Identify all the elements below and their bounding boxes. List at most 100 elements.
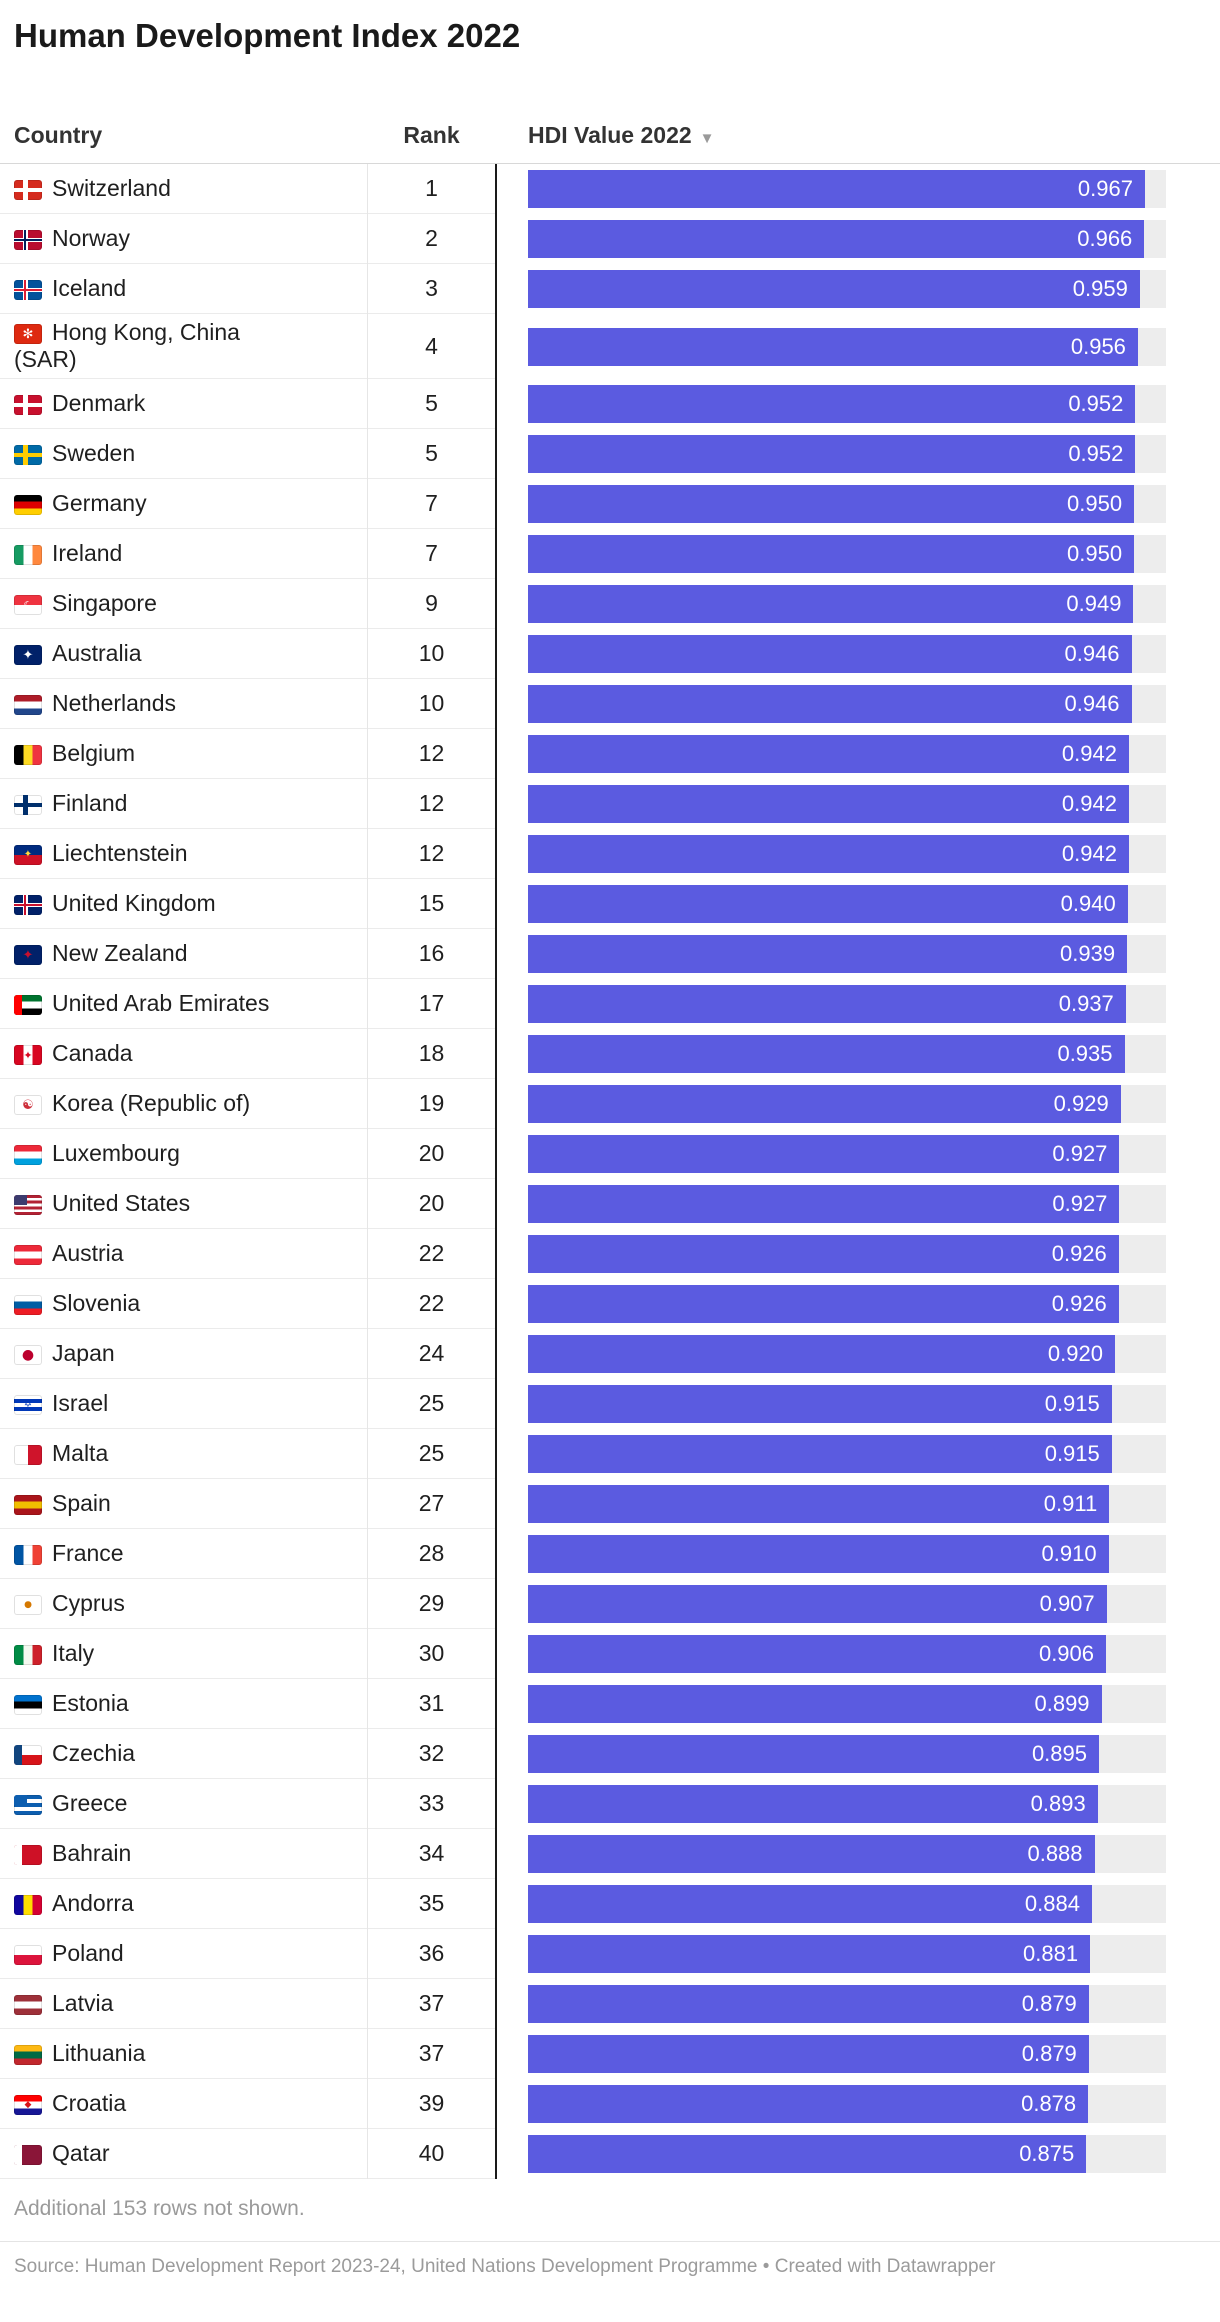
hdi-value-label: 0.935 xyxy=(1057,1041,1113,1066)
country-name: United Arab Emirates xyxy=(52,990,270,1016)
hdi-bar-track: 0.893 xyxy=(528,1785,1166,1823)
hdi-bar: 0.875 xyxy=(528,2135,1087,2173)
rank-cell: 35 xyxy=(418,1890,445,1916)
country-name: Andorra xyxy=(52,1890,134,1916)
rank-cell: 4 xyxy=(425,332,438,359)
rank-cell: 12 xyxy=(418,740,445,766)
country-name: Sweden xyxy=(52,440,136,466)
rank-cell: 31 xyxy=(418,1690,445,1716)
table-row: ✻ Hong Kong, China (SAR) 4 0.956 xyxy=(0,314,1220,379)
rank-cell: 9 xyxy=(425,590,438,616)
bar-cell: 0.926 xyxy=(496,1279,1220,1329)
hdi-bar: 0.910 xyxy=(528,1535,1109,1573)
country-name: Korea (Republic of) xyxy=(52,1090,251,1116)
bar-cell: 0.942 xyxy=(496,829,1220,879)
hdi-bar-track: 0.946 xyxy=(528,635,1166,673)
country-flag-icon: ● xyxy=(14,1345,42,1365)
country-name: Croatia xyxy=(52,2090,127,2116)
country-name: Finland xyxy=(52,790,128,816)
hdi-value-label: 0.899 xyxy=(1034,1691,1090,1716)
table-row: France 28 0.910 xyxy=(0,1529,1220,1579)
hdi-bar-track: 0.949 xyxy=(528,585,1166,623)
hdi-bar: 0.926 xyxy=(528,1235,1119,1273)
table-row: ● Cyprus 29 0.907 xyxy=(0,1579,1220,1629)
hdi-bar: 0.907 xyxy=(528,1585,1107,1623)
hdi-value-label: 0.929 xyxy=(1053,1091,1109,1116)
rank-cell: 1 xyxy=(425,175,438,201)
hdi-bar: 0.926 xyxy=(528,1285,1119,1323)
rank-cell: 10 xyxy=(418,690,445,716)
row-left-cells: Italy 30 xyxy=(0,1629,496,1679)
row-left-cells: ✦ Liechtenstein 12 xyxy=(0,829,496,879)
country-flag-icon xyxy=(14,2145,42,2165)
country-cell: Estonia xyxy=(0,1685,367,1722)
hdi-bar-track: 0.911 xyxy=(528,1485,1166,1523)
country-name: Spain xyxy=(52,1490,111,1516)
column-header-rank[interactable]: Rank xyxy=(403,122,460,148)
table-row: Luxembourg 20 0.927 xyxy=(0,1129,1220,1179)
country-cell: Bahrain xyxy=(0,1835,367,1872)
country-name: Netherlands xyxy=(52,690,177,716)
rank-cell: 16 xyxy=(418,940,445,966)
sort-desc-icon: ▼ xyxy=(699,130,715,147)
country-cell: ◆ Croatia xyxy=(0,2085,367,2122)
bar-cell: 0.942 xyxy=(496,729,1220,779)
bar-cell: 0.935 xyxy=(496,1029,1220,1079)
country-cell: Austria xyxy=(0,1235,367,1272)
row-left-cells: ☾ Singapore 9 xyxy=(0,579,496,629)
rank-cell: 29 xyxy=(418,1590,445,1616)
column-header-country[interactable]: Country xyxy=(14,122,103,148)
hdi-bar: 0.966 xyxy=(528,220,1145,258)
country-name: Lithuania xyxy=(52,2040,146,2066)
bar-cell: 0.911 xyxy=(496,1479,1220,1529)
country-name: New Zealand xyxy=(52,940,188,966)
row-left-cells: Estonia 31 xyxy=(0,1679,496,1729)
country-cell: Lithuania xyxy=(0,2035,367,2072)
hdi-value-label: 0.946 xyxy=(1064,691,1120,716)
table-header-left: Country Rank xyxy=(0,122,496,149)
row-left-cells: ✦ Australia 10 xyxy=(0,629,496,679)
column-header-value[interactable]: HDI Value 2022 ▼ xyxy=(496,122,715,149)
bar-cell: 0.875 xyxy=(496,2129,1220,2179)
bar-cell: 0.950 xyxy=(496,529,1220,579)
hdi-value-label: 0.959 xyxy=(1072,276,1128,301)
table-row: Denmark 5 0.952 xyxy=(0,379,1220,429)
country-cell: France xyxy=(0,1535,367,1572)
table-row: Lithuania 37 0.879 xyxy=(0,2029,1220,2079)
country-cell: Germany xyxy=(0,485,367,522)
country-flag-icon xyxy=(14,280,42,300)
rank-cell: 34 xyxy=(418,1840,445,1866)
country-name: Greece xyxy=(52,1790,128,1816)
datawrapper-attribution-link[interactable]: Created with Datawrapper xyxy=(774,2256,996,2277)
hdi-bar-track: 0.926 xyxy=(528,1285,1166,1323)
chart-title: Human Development Index 2022 xyxy=(14,17,521,54)
table-row: Belgium 12 0.942 xyxy=(0,729,1220,779)
country-cell: Luxembourg xyxy=(0,1135,367,1172)
country-flag-icon: ✡ xyxy=(14,1395,42,1415)
hdi-bar-track: 0.952 xyxy=(528,385,1166,423)
hdi-value-label: 0.895 xyxy=(1031,1741,1087,1766)
bar-cell: 0.879 xyxy=(496,1979,1220,2029)
rank-cell: 24 xyxy=(418,1340,445,1366)
hdi-value-label: 0.942 xyxy=(1061,791,1117,816)
country-flag-icon xyxy=(14,1895,42,1915)
country-flag-icon xyxy=(14,395,42,415)
hdi-bar: 0.967 xyxy=(528,170,1145,208)
country-cell: Greece xyxy=(0,1785,367,1822)
table-row: Austria 22 0.926 xyxy=(0,1229,1220,1279)
country-name: Norway xyxy=(52,225,130,251)
hdi-value-label: 0.949 xyxy=(1066,591,1122,616)
rank-cell: 3 xyxy=(425,275,438,301)
country-cell: Iceland xyxy=(0,270,367,307)
table-row: Slovenia 22 0.926 xyxy=(0,1279,1220,1329)
hdi-bar: 0.927 xyxy=(528,1185,1120,1223)
country-cell: Switzerland xyxy=(0,170,367,207)
hdi-bar-track: 0.881 xyxy=(528,1935,1166,1973)
table-row: ☾ Singapore 9 0.949 xyxy=(0,579,1220,629)
hdi-bar: 0.939 xyxy=(528,935,1128,973)
hdi-bar-track: 0.906 xyxy=(528,1635,1166,1673)
hdi-bar: 0.881 xyxy=(528,1935,1091,1973)
bar-cell: 0.884 xyxy=(496,1879,1220,1929)
row-left-cells: Belgium 12 xyxy=(0,729,496,779)
bar-cell: 0.927 xyxy=(496,1179,1220,1229)
